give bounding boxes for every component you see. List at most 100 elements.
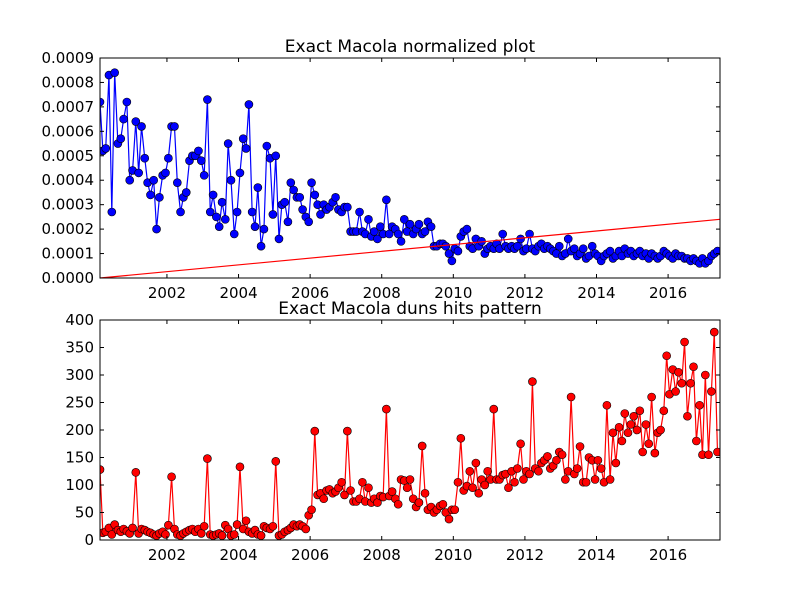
- marker: [420, 227, 430, 236]
- axes-frame: [99, 57, 721, 279]
- marker: [199, 521, 209, 531]
- marker: [561, 475, 570, 484]
- marker: [125, 175, 135, 185]
- marker: [307, 505, 316, 515]
- marker: [513, 464, 522, 473]
- marker: [504, 483, 513, 493]
- marker: [444, 249, 454, 258]
- x-tick-label: 2016: [649, 546, 687, 564]
- marker: [152, 224, 161, 234]
- marker: [575, 442, 585, 451]
- marker: [462, 224, 472, 234]
- marker: [280, 197, 290, 207]
- x-tick-label: 2010: [434, 284, 472, 302]
- marker: [414, 498, 424, 507]
- y-tick-label: 250: [65, 394, 94, 412]
- marker: [122, 97, 132, 107]
- x-tick-label: 2004: [219, 284, 257, 302]
- marker: [307, 178, 316, 187]
- marker: [301, 524, 311, 534]
- marker: [346, 486, 355, 495]
- marker: [638, 447, 647, 457]
- marker: [396, 237, 406, 246]
- marker: [608, 428, 618, 438]
- marker: [268, 210, 278, 219]
- marker: [656, 425, 665, 435]
- marker: [316, 210, 325, 219]
- marker: [692, 436, 701, 446]
- marker: [480, 480, 490, 490]
- y-tick-label: 350: [65, 339, 94, 357]
- marker: [465, 466, 475, 476]
- marker: [364, 215, 373, 224]
- marker: [635, 406, 645, 416]
- y-tick-label: 200: [65, 421, 94, 439]
- marker: [393, 229, 403, 239]
- marker: [674, 367, 683, 377]
- marker: [605, 246, 615, 256]
- marker: [405, 219, 415, 229]
- y-tick-label: 0.0000: [42, 269, 95, 287]
- marker: [393, 499, 403, 509]
- marker: [420, 488, 430, 498]
- marker: [229, 530, 239, 539]
- marker: [369, 227, 379, 236]
- marker: [295, 193, 305, 202]
- marker: [208, 190, 218, 200]
- marker: [629, 411, 639, 421]
- y-tick-label: 0.0004: [42, 171, 95, 189]
- marker: [173, 178, 182, 187]
- marker: [614, 422, 624, 432]
- chart-title: Exact Macola normalized plot: [285, 37, 536, 57]
- marker: [578, 244, 588, 253]
- marker: [110, 68, 119, 77]
- marker: [331, 193, 340, 202]
- y-tick-label: 0.0005: [42, 147, 95, 165]
- x-tick-label: 2008: [363, 284, 401, 302]
- marker: [286, 178, 296, 187]
- x-tick-label: 2014: [577, 546, 615, 564]
- marker: [310, 190, 320, 200]
- marker: [563, 234, 573, 244]
- marker: [229, 229, 239, 239]
- marker: [119, 114, 128, 124]
- marker: [566, 392, 576, 402]
- marker: [238, 134, 248, 143]
- marker: [450, 505, 460, 515]
- marker: [399, 215, 409, 224]
- marker: [447, 256, 457, 266]
- marker: [253, 183, 263, 192]
- marker: [223, 139, 233, 148]
- marker: [707, 387, 716, 396]
- marker: [232, 520, 242, 529]
- marker: [444, 514, 454, 524]
- marker: [611, 458, 621, 468]
- marker: [617, 436, 627, 446]
- marker: [244, 100, 254, 109]
- x-tick-label: 2002: [148, 546, 186, 564]
- y-tick-label: 0: [84, 531, 94, 549]
- y-tick-label: 0.0002: [42, 220, 95, 238]
- marker: [241, 144, 251, 153]
- marker: [274, 234, 284, 244]
- marker: [256, 531, 266, 540]
- marker: [543, 452, 552, 461]
- plot-content: [100, 68, 720, 279]
- marker: [683, 411, 692, 421]
- y-tick-label: 0.0007: [42, 98, 95, 116]
- marker: [605, 475, 615, 484]
- marker: [155, 193, 164, 202]
- marker: [212, 212, 221, 222]
- marker: [384, 229, 394, 239]
- marker: [483, 466, 492, 476]
- marker: [304, 217, 313, 227]
- marker: [453, 246, 463, 256]
- marker: [528, 377, 537, 386]
- marker: [355, 207, 364, 217]
- marker: [471, 458, 481, 468]
- marker: [671, 387, 680, 396]
- marker: [137, 122, 146, 131]
- marker: [241, 516, 251, 526]
- marker: [426, 222, 436, 231]
- marker: [534, 466, 543, 476]
